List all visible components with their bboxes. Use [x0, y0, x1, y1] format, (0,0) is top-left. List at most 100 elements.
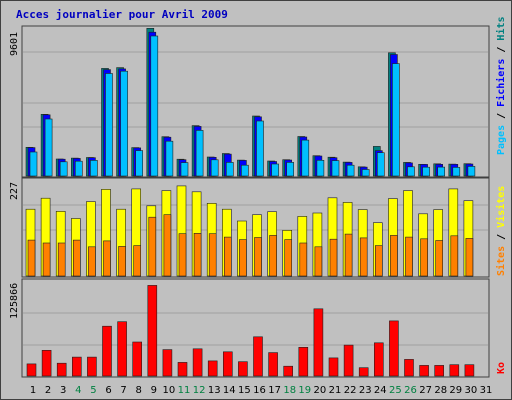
x-tick-label-day-15: 15 — [238, 385, 251, 396]
x-tick-label-day-28: 28 — [434, 385, 447, 396]
bar-sites-day-8 — [133, 245, 141, 277]
bar-sites-day-14 — [224, 236, 232, 277]
bar-pages-day-14 — [226, 162, 234, 177]
bar-ko-day-21 — [328, 357, 339, 377]
x-tick-label-day-22: 22 — [344, 385, 357, 396]
x-tick-label-day-16: 16 — [253, 385, 266, 396]
bar-sites-day-12 — [193, 233, 202, 277]
bar-pages-day-1 — [29, 151, 38, 177]
x-tick-label-day-18: 18 — [283, 385, 296, 396]
legend-separator: / — [496, 228, 507, 240]
bar-ko-day-6 — [102, 325, 112, 377]
bar-ko-day-2 — [41, 349, 52, 377]
x-tick-label-day-11: 11 — [178, 385, 191, 396]
bar-pages-day-16 — [256, 120, 264, 177]
x-tick-label-day-9: 9 — [151, 385, 157, 396]
x-tick-label-day-8: 8 — [136, 385, 142, 396]
bar-ko-day-4 — [72, 356, 82, 377]
bar-sites-day-11 — [178, 233, 187, 277]
x-tick-label-day-1: 1 — [30, 385, 36, 396]
x-tick-label-day-25: 25 — [389, 385, 402, 396]
ymax-label-bot: 125866 — [9, 283, 20, 319]
bar-pages-day-19 — [301, 139, 310, 177]
bar-pages-day-30 — [467, 166, 476, 177]
x-tick-label-day-27: 27 — [419, 385, 432, 396]
x-tick-label-day-7: 7 — [120, 385, 126, 396]
bar-sites-day-29 — [450, 235, 459, 277]
x-tick-label-day-3: 3 — [60, 385, 66, 396]
bar-ko-day-20 — [313, 308, 324, 377]
ymax-label-top: 9601 — [9, 32, 20, 56]
x-tick-label-day-19: 19 — [298, 385, 311, 396]
x-tick-label-day-30: 30 — [465, 385, 478, 396]
x-tick-label-day-20: 20 — [314, 385, 327, 396]
bar-pages-day-12 — [195, 130, 204, 177]
bar-pages-day-6 — [105, 73, 113, 177]
bar-ko-day-30 — [464, 364, 475, 377]
x-tick-label-day-17: 17 — [268, 385, 281, 396]
bar-ko-day-9 — [147, 285, 158, 377]
bar-ko-day-12 — [192, 348, 203, 377]
bar-pages-day-22 — [346, 164, 355, 177]
bar-pages-day-24 — [376, 152, 385, 177]
bar-sites-day-5 — [88, 246, 96, 277]
bar-ko-day-22 — [343, 344, 354, 377]
bar-sites-day-22 — [344, 233, 353, 277]
bar-pages-day-8 — [135, 150, 143, 177]
bar-sites-day-7 — [118, 246, 126, 277]
legend-separator: / — [496, 107, 507, 119]
legend-sites: Sites — [495, 246, 507, 276]
bar-pages-day-29 — [452, 167, 461, 177]
bars-layer — [23, 27, 488, 377]
legend-mid: Sites / Visites — [495, 186, 507, 276]
x-tick-label-day-13: 13 — [208, 385, 221, 396]
bar-ko-day-8 — [132, 341, 142, 377]
x-tick-label-day-10: 10 — [163, 385, 176, 396]
bar-pages-day-11 — [180, 162, 189, 177]
bar-pages-day-2 — [44, 118, 53, 177]
bar-sites-day-10 — [163, 214, 172, 277]
bar-sites-day-23 — [359, 237, 368, 277]
bar-sites-day-18 — [284, 239, 293, 277]
bar-pages-day-28 — [437, 166, 446, 177]
bar-sites-day-6 — [103, 240, 111, 277]
bar-ko-day-13 — [207, 360, 218, 377]
bar-pages-day-15 — [241, 164, 249, 177]
bar-pages-day-3 — [59, 161, 68, 177]
bar-sites-day-24 — [374, 245, 383, 277]
bar-ko-day-15 — [238, 361, 248, 377]
legend-hits: Hits — [495, 16, 507, 40]
bar-ko-day-28 — [434, 365, 445, 377]
x-tick-label-day-2: 2 — [45, 385, 51, 396]
bar-sites-day-13 — [208, 233, 217, 277]
bar-sites-day-1 — [27, 239, 36, 277]
bar-ko-day-27 — [419, 365, 429, 377]
bar-sites-day-17 — [269, 235, 277, 277]
bar-ko-day-11 — [177, 362, 188, 377]
legend-top: Pages / Fichiers / Hits — [495, 16, 507, 155]
bar-sites-day-21 — [329, 238, 338, 277]
bar-ko-day-5 — [87, 356, 97, 377]
bar-pages-day-17 — [271, 163, 279, 177]
legend-fichiers: Fichiers — [495, 59, 507, 107]
bar-pages-day-13 — [210, 159, 219, 177]
x-axis-labels: 1 2 3 4 5 6 7 8 9 10 11 12 13 14 15 16 17 18 19 20 21 22 23 24 2… — [30, 385, 493, 396]
bar-ko-day-25 — [389, 320, 399, 377]
ymax-label-mid: 227 — [9, 182, 20, 200]
bar-sites-day-27 — [420, 238, 428, 277]
x-tick-label-day-5: 5 — [90, 385, 96, 396]
bar-pages-day-21 — [331, 160, 340, 177]
x-tick-label-day-26: 26 — [404, 385, 417, 396]
legend-ko: Ko — [496, 362, 507, 374]
legend-pages: Pages — [496, 125, 507, 155]
bar-ko-day-7 — [117, 321, 127, 377]
x-tick-label-day-4: 4 — [75, 385, 81, 396]
bar-sites-day-19 — [299, 242, 308, 277]
bar-sites-day-25 — [390, 235, 398, 277]
bar-ko-day-17 — [268, 352, 278, 377]
bar-sites-day-30 — [465, 238, 474, 277]
bar-sites-day-26 — [405, 236, 413, 277]
bar-pages-day-10 — [165, 140, 174, 177]
bar-ko-day-16 — [253, 336, 263, 377]
